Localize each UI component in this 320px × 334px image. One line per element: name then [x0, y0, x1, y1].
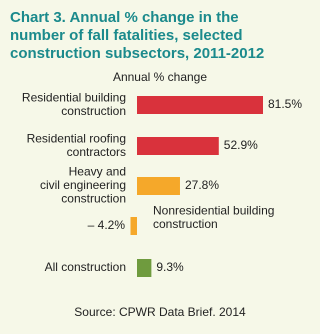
value-label: 81.5%	[268, 97, 302, 111]
value-label: – 4.2%	[88, 218, 126, 232]
value-label: 27.8%	[185, 178, 219, 192]
chart-title: construction subsectors, 2011-2012	[10, 45, 264, 62]
source: Source: CPWR Data Brief. 2014	[74, 305, 246, 319]
category-label: civil engineering	[40, 178, 126, 192]
category-label: construction	[61, 192, 126, 206]
chart-title: number of fall fatalities, selected	[10, 27, 243, 44]
bar	[137, 96, 263, 114]
bar	[137, 177, 180, 195]
bar	[130, 217, 137, 235]
value-label: 52.9%	[224, 138, 258, 152]
value-label: 9.3%	[156, 260, 184, 274]
axis-label: Annual % change	[113, 70, 207, 84]
category-label: construction	[153, 217, 218, 231]
category-label: contractors	[67, 145, 126, 159]
chart-title: Chart 3. Annual % change in the	[10, 9, 239, 26]
category-label: Nonresidential building	[153, 203, 274, 217]
category-label: Residential roofing	[27, 131, 126, 145]
bar	[137, 137, 219, 155]
bar	[137, 259, 152, 277]
category-label: All construction	[45, 260, 126, 274]
category-label: Residential building	[22, 90, 126, 104]
category-label: Heavy and	[69, 165, 126, 179]
category-label: construction	[61, 104, 126, 118]
